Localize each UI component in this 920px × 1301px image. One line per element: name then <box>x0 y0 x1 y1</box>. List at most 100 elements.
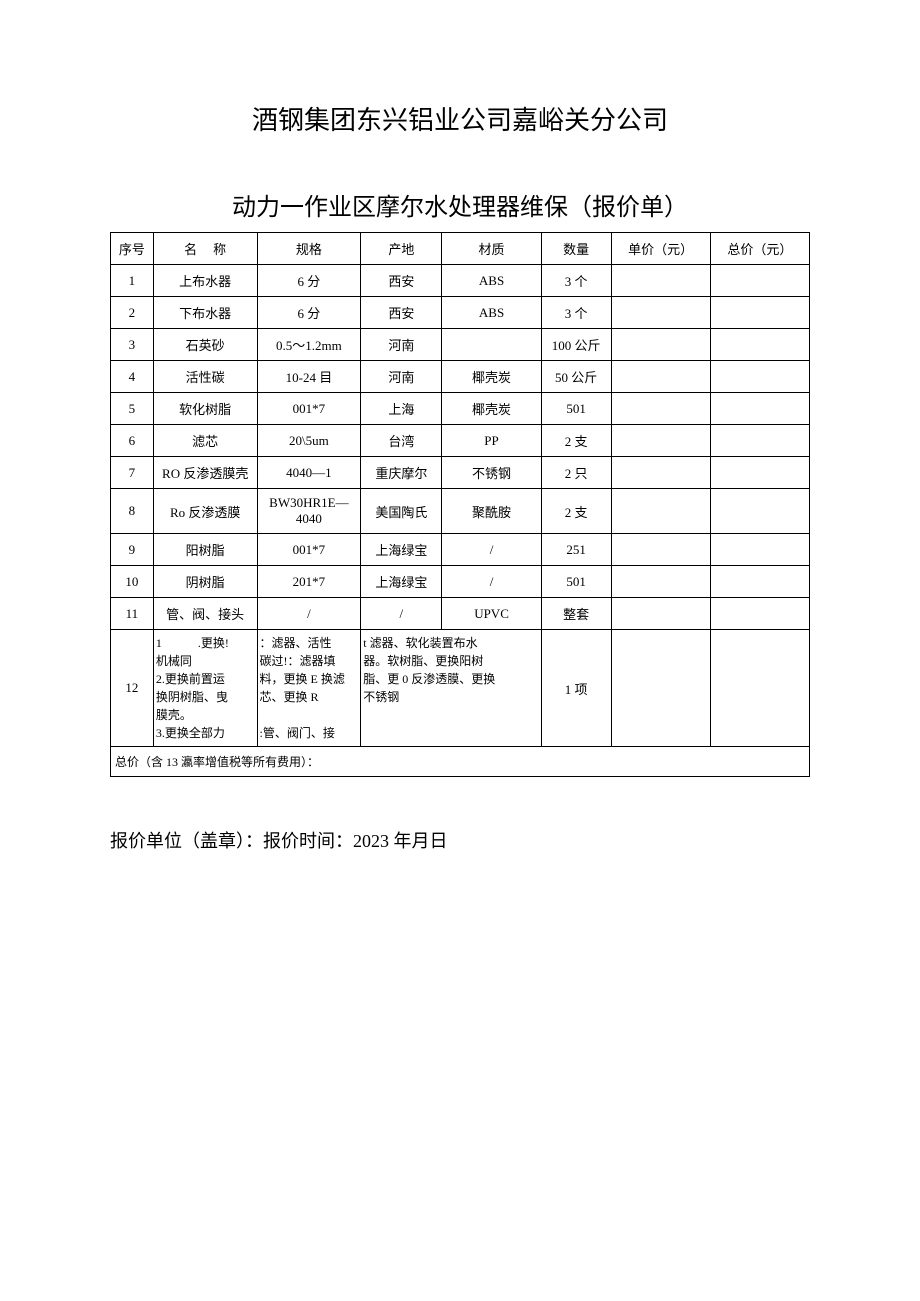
cell-total-price <box>710 329 809 361</box>
cell-name: 上布水器 <box>153 265 257 297</box>
cell-unit-price <box>611 534 710 566</box>
cell-seq: 3 <box>111 329 154 361</box>
cell-total-price <box>710 425 809 457</box>
table-row: 2 下布水器 6 分 西安 ABS 3 个 <box>111 297 810 329</box>
cell-desc-b: ：滤器、活性 碳过!：滤器填 料，更换 E 换滤 芯、更换 R :管、阀门、接 <box>257 630 361 747</box>
cell-unit-price <box>611 297 710 329</box>
cell-unit-price <box>611 457 710 489</box>
cell-origin: 美国陶氏 <box>361 489 442 534</box>
cell-spec: 10-24 目 <box>257 361 361 393</box>
cell-material: 椰壳炭 <box>442 361 541 393</box>
cell-qty: 3 个 <box>541 297 611 329</box>
cell-material: 椰壳炭 <box>442 393 541 425</box>
header-spec: 规格 <box>257 233 361 265</box>
cell-material: 聚酰胺 <box>442 489 541 534</box>
cell-origin: 上海绿宝 <box>361 534 442 566</box>
table-row: 11 管、阀、接头 / / UPVC 整套 <box>111 598 810 630</box>
cell-seq: 9 <box>111 534 154 566</box>
cell-material: 不锈钢 <box>442 457 541 489</box>
cell-seq: 4 <box>111 361 154 393</box>
cell-unit-price <box>611 393 710 425</box>
cell-total-price <box>710 361 809 393</box>
cell-name: 阴树脂 <box>153 566 257 598</box>
cell-seq: 1 <box>111 265 154 297</box>
cell-spec: 4040—1 <box>257 457 361 489</box>
cell-origin: 河南 <box>361 329 442 361</box>
table-row: 3 石英砂 0.5～1.2mm 河南 100 公斤 <box>111 329 810 361</box>
cell-name: 阳树脂 <box>153 534 257 566</box>
header-total-price: 总价（元） <box>710 233 809 265</box>
cell-spec: / <box>257 598 361 630</box>
table-row: 6 滤芯 20\5um 台湾 PP 2 支 <box>111 425 810 457</box>
cell-origin: 上海 <box>361 393 442 425</box>
cell-unit-price <box>611 630 710 747</box>
header-unit-price: 单价（元） <box>611 233 710 265</box>
cell-qty: 整套 <box>541 598 611 630</box>
cell-unit-price <box>611 425 710 457</box>
cell-qty: 2 支 <box>541 489 611 534</box>
header-origin: 产地 <box>361 233 442 265</box>
cell-name: 软化树脂 <box>153 393 257 425</box>
cell-qty: 50 公斤 <box>541 361 611 393</box>
cell-qty: 100 公斤 <box>541 329 611 361</box>
total-label: 总价（含 13 瀛率增值税等所有费用）： <box>111 747 810 777</box>
table-row: 10 阴树脂 201*7 上海绿宝 / 501 <box>111 566 810 598</box>
header-material: 材质 <box>442 233 541 265</box>
cell-qty: 2 只 <box>541 457 611 489</box>
cell-total-price <box>710 598 809 630</box>
header-name: 名称 <box>153 233 257 265</box>
cell-spec: BW30HR1E—4040 <box>257 489 361 534</box>
cell-seq: 7 <box>111 457 154 489</box>
cell-qty: 1 项 <box>541 630 611 747</box>
table-body: 1 上布水器 6 分 西安 ABS 3 个 2 下布水器 6 分 西安 ABS … <box>111 265 810 777</box>
cell-qty: 3 个 <box>541 265 611 297</box>
cell-desc-a: 1 .更换! 机械同 2.更换前置运 换阴树脂、曳 膜壳。 3.更换全部力 <box>153 630 257 747</box>
table-row: 7 RO 反渗透膜壳 4040—1 重庆摩尔 不锈钢 2 只 <box>111 457 810 489</box>
cell-origin: 上海绿宝 <box>361 566 442 598</box>
cell-qty: 501 <box>541 566 611 598</box>
cell-total-price <box>710 566 809 598</box>
cell-material: UPVC <box>442 598 541 630</box>
cell-qty: 251 <box>541 534 611 566</box>
quotation-table: 序号 名称 规格 产地 材质 数量 单价（元） 总价（元） 1 上布水器 6 分… <box>110 232 810 777</box>
cell-origin: 西安 <box>361 297 442 329</box>
cell-name: Ro 反渗透膜 <box>153 489 257 534</box>
cell-seq: 10 <box>111 566 154 598</box>
cell-origin: 河南 <box>361 361 442 393</box>
cell-total-price <box>710 265 809 297</box>
cell-unit-price <box>611 489 710 534</box>
cell-spec: 0.5～1.2mm <box>257 329 361 361</box>
cell-qty: 501 <box>541 393 611 425</box>
document-title: 酒钢集团东兴铝业公司嘉峪关分公司 <box>110 100 810 137</box>
cell-name: 下布水器 <box>153 297 257 329</box>
cell-total-price <box>710 393 809 425</box>
table-row: 5 软化树脂 001*7 上海 椰壳炭 501 <box>111 393 810 425</box>
cell-material: / <box>442 534 541 566</box>
cell-name: 活性碳 <box>153 361 257 393</box>
cell-seq: 2 <box>111 297 154 329</box>
cell-total-price <box>710 489 809 534</box>
table-row: 8 Ro 反渗透膜 BW30HR1E—4040 美国陶氏 聚酰胺 2 支 <box>111 489 810 534</box>
cell-qty: 2 支 <box>541 425 611 457</box>
cell-spec: 20\5um <box>257 425 361 457</box>
cell-total-price <box>710 297 809 329</box>
cell-name: 石英砂 <box>153 329 257 361</box>
cell-unit-price <box>611 598 710 630</box>
cell-origin: 重庆摩尔 <box>361 457 442 489</box>
cell-unit-price <box>611 566 710 598</box>
cell-seq: 8 <box>111 489 154 534</box>
cell-seq: 11 <box>111 598 154 630</box>
cell-origin: / <box>361 598 442 630</box>
cell-material: ABS <box>442 297 541 329</box>
cell-seq: 6 <box>111 425 154 457</box>
cell-origin: 台湾 <box>361 425 442 457</box>
cell-material: PP <box>442 425 541 457</box>
cell-seq: 12 <box>111 630 154 747</box>
header-qty: 数量 <box>541 233 611 265</box>
header-seq: 序号 <box>111 233 154 265</box>
table-row-12: 12 1 .更换! 机械同 2.更换前置运 换阴树脂、曳 膜壳。 3.更换全部力… <box>111 630 810 747</box>
cell-material <box>442 329 541 361</box>
cell-spec: 6 分 <box>257 265 361 297</box>
cell-unit-price <box>611 329 710 361</box>
table-row: 4 活性碳 10-24 目 河南 椰壳炭 50 公斤 <box>111 361 810 393</box>
